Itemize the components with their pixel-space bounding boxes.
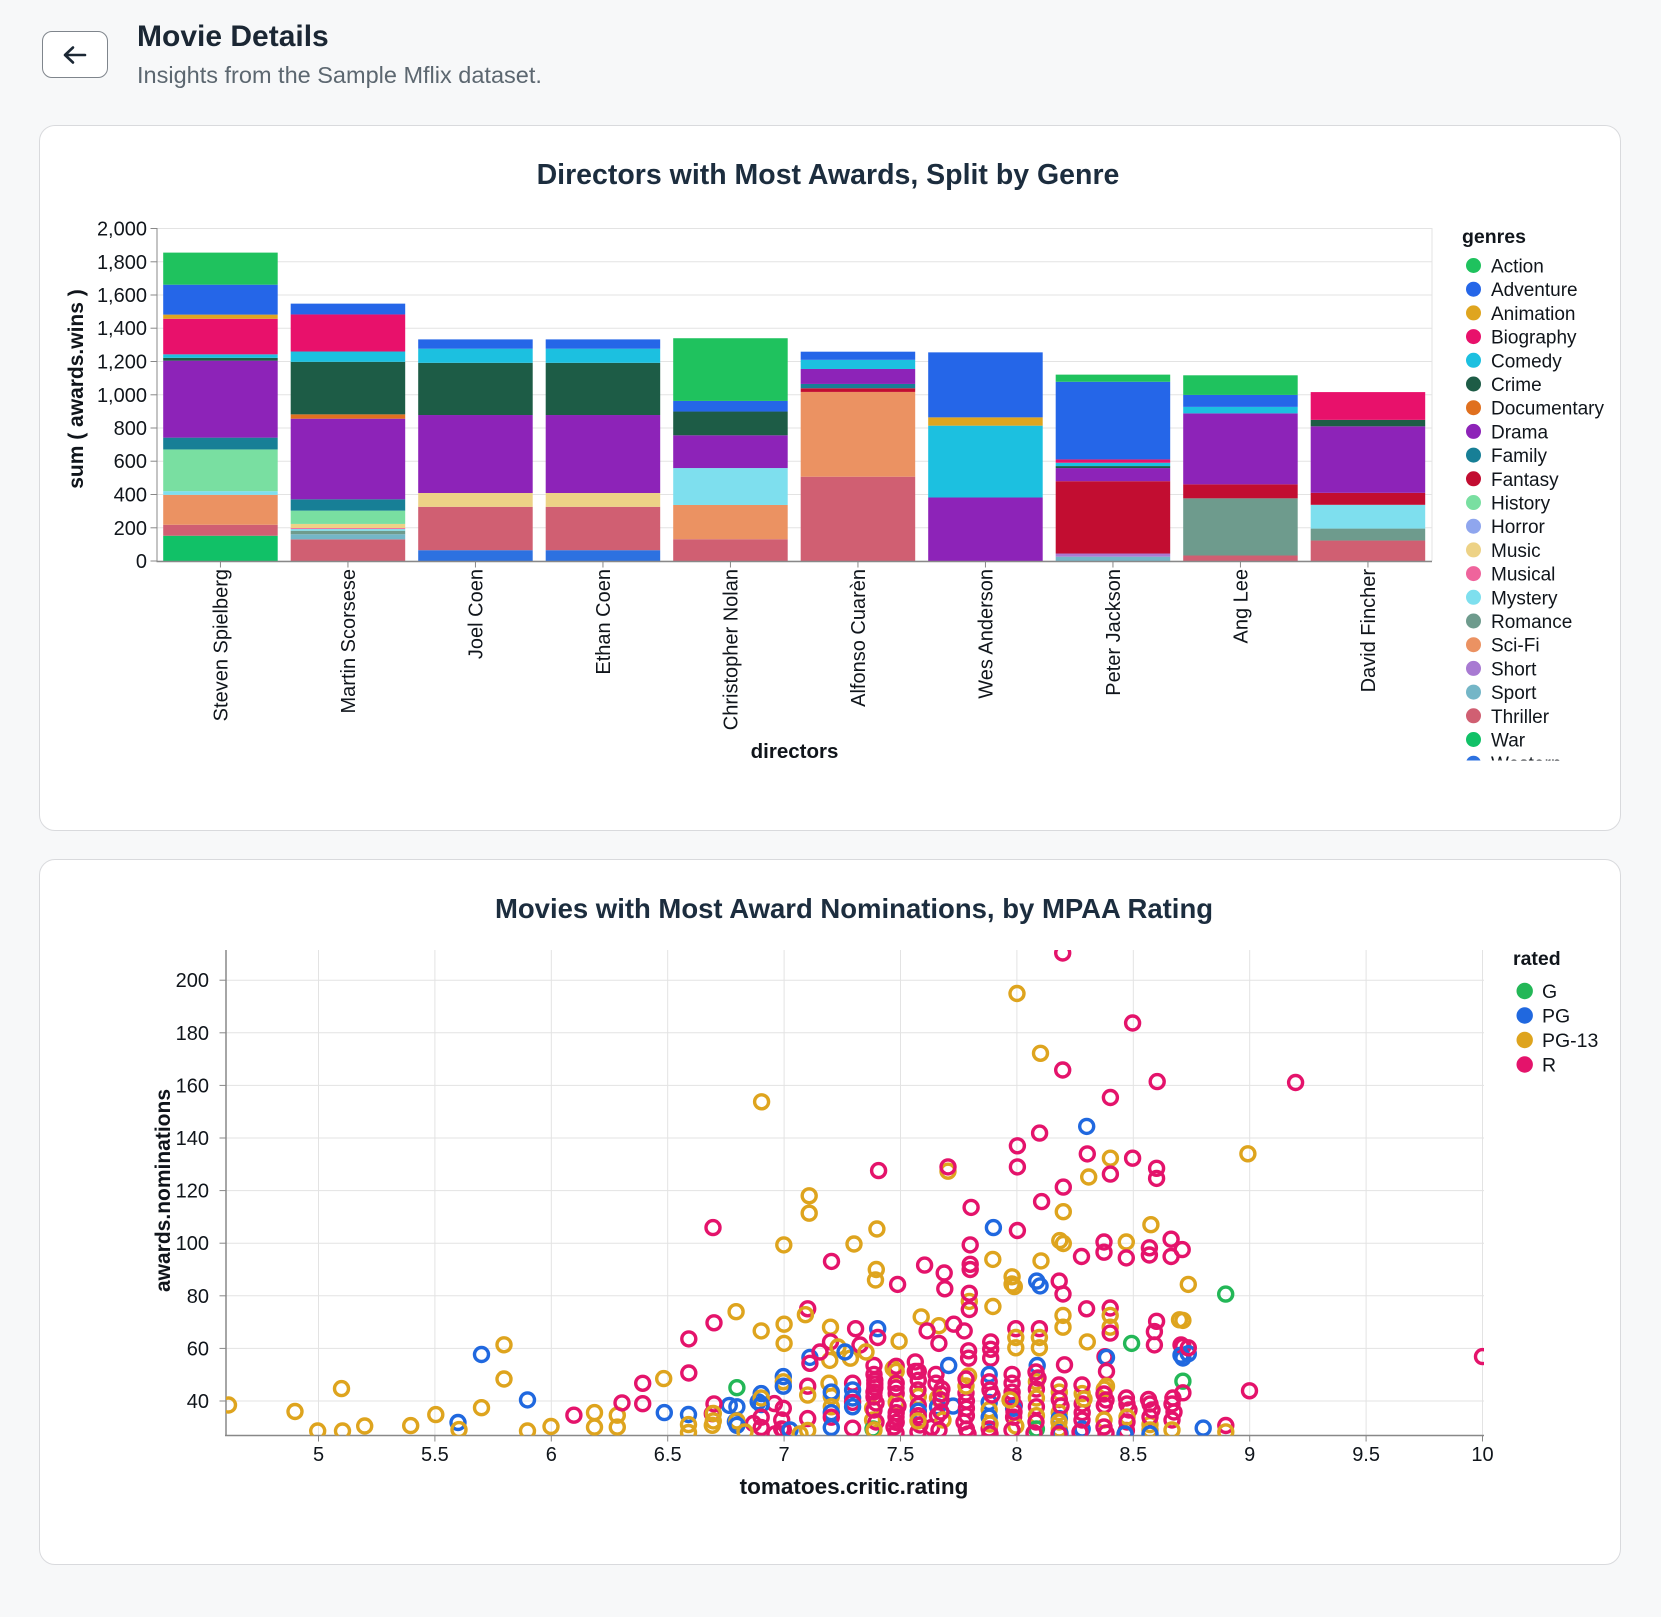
svg-text:History: History bbox=[1491, 494, 1551, 515]
svg-text:5.5: 5.5 bbox=[421, 1444, 449, 1466]
svg-text:Ang Lee: Ang Lee bbox=[1230, 569, 1252, 644]
svg-text:Animation: Animation bbox=[1491, 304, 1576, 325]
svg-text:Crime: Crime bbox=[1491, 375, 1542, 396]
svg-text:Drama: Drama bbox=[1491, 422, 1548, 443]
svg-text:180: 180 bbox=[176, 1023, 209, 1045]
svg-text:awards.nominations: awards.nominations bbox=[152, 1089, 175, 1292]
svg-text:Alfonso Cuarèn: Alfonso Cuarèn bbox=[848, 569, 870, 707]
svg-text:Ethan Coen: Ethan Coen bbox=[593, 569, 615, 675]
svg-text:Mystery: Mystery bbox=[1491, 588, 1558, 609]
svg-text:Steven Spielberg: Steven Spielberg bbox=[210, 569, 232, 721]
svg-text:Family: Family bbox=[1491, 446, 1547, 467]
svg-text:Action: Action bbox=[1491, 257, 1544, 278]
svg-text:200: 200 bbox=[176, 970, 209, 992]
svg-text:40: 40 bbox=[187, 1391, 209, 1413]
svg-text:PG: PG bbox=[1542, 1006, 1570, 1028]
svg-text:sum ( awards.wins ): sum ( awards.wins ) bbox=[65, 289, 88, 489]
svg-text:Wes Anderson: Wes Anderson bbox=[975, 569, 997, 699]
svg-text:1,800: 1,800 bbox=[97, 252, 147, 274]
svg-text:6: 6 bbox=[546, 1444, 557, 1466]
svg-text:R: R bbox=[1542, 1055, 1556, 1077]
svg-text:directors: directors bbox=[751, 740, 839, 763]
svg-text:tomatoes.critic.rating: tomatoes.critic.rating bbox=[740, 1474, 969, 1499]
svg-text:PG-13: PG-13 bbox=[1542, 1030, 1598, 1052]
svg-text:David Fincher: David Fincher bbox=[1358, 569, 1380, 693]
svg-text:8.5: 8.5 bbox=[1119, 1444, 1147, 1466]
svg-text:200: 200 bbox=[114, 518, 147, 540]
svg-text:140: 140 bbox=[176, 1128, 209, 1150]
svg-text:Horror: Horror bbox=[1491, 517, 1546, 538]
svg-text:80: 80 bbox=[187, 1286, 209, 1308]
svg-text:Adventure: Adventure bbox=[1491, 280, 1578, 301]
svg-text:1,200: 1,200 bbox=[97, 352, 147, 374]
svg-text:400: 400 bbox=[114, 485, 147, 507]
svg-text:7: 7 bbox=[779, 1444, 790, 1466]
svg-text:1,000: 1,000 bbox=[97, 385, 147, 407]
svg-text:War: War bbox=[1491, 731, 1526, 752]
svg-text:rated: rated bbox=[1513, 948, 1561, 970]
svg-text:100: 100 bbox=[176, 1233, 209, 1255]
svg-text:1,400: 1,400 bbox=[97, 318, 147, 340]
svg-text:9: 9 bbox=[1244, 1444, 1255, 1466]
svg-text:genres: genres bbox=[1462, 226, 1526, 248]
svg-text:Directors with Most Awards, Sp: Directors with Most Awards, Split by Gen… bbox=[537, 159, 1120, 191]
svg-text:Comedy: Comedy bbox=[1491, 351, 1562, 372]
svg-text:Western: Western bbox=[1491, 754, 1561, 775]
svg-text:Documentary: Documentary bbox=[1491, 399, 1604, 420]
svg-text:9.5: 9.5 bbox=[1352, 1444, 1380, 1466]
svg-text:Sport: Sport bbox=[1491, 683, 1537, 704]
svg-text:Thriller: Thriller bbox=[1491, 707, 1550, 728]
svg-text:120: 120 bbox=[176, 1181, 209, 1203]
svg-text:60: 60 bbox=[187, 1338, 209, 1360]
svg-text:Martin Scorsese: Martin Scorsese bbox=[338, 569, 360, 714]
svg-text:Joel Coen: Joel Coen bbox=[465, 569, 487, 659]
svg-text:8: 8 bbox=[1011, 1444, 1022, 1466]
svg-text:Romance: Romance bbox=[1491, 612, 1572, 633]
svg-text:Biography: Biography bbox=[1491, 328, 1577, 349]
svg-text:1,600: 1,600 bbox=[97, 285, 147, 307]
svg-text:Movies with Most Award Nominat: Movies with Most Award Nominations, by M… bbox=[495, 893, 1213, 924]
svg-text:Peter Jackson: Peter Jackson bbox=[1103, 569, 1125, 696]
svg-text:0: 0 bbox=[136, 551, 147, 573]
svg-text:800: 800 bbox=[114, 418, 147, 440]
svg-text:10: 10 bbox=[1471, 1444, 1493, 1466]
svg-text:2,000: 2,000 bbox=[97, 219, 147, 241]
svg-text:5: 5 bbox=[313, 1444, 324, 1466]
svg-text:Fantasy: Fantasy bbox=[1491, 470, 1559, 491]
svg-text:Musical: Musical bbox=[1491, 565, 1555, 586]
svg-text:Short: Short bbox=[1491, 659, 1537, 680]
svg-text:Music: Music bbox=[1491, 541, 1541, 562]
svg-text:600: 600 bbox=[114, 451, 147, 473]
svg-text:G: G bbox=[1542, 981, 1557, 1003]
svg-text:160: 160 bbox=[176, 1075, 209, 1097]
svg-text:Sci-Fi: Sci-Fi bbox=[1491, 636, 1540, 657]
svg-text:Christopher Nolan: Christopher Nolan bbox=[720, 569, 742, 730]
svg-text:6.5: 6.5 bbox=[654, 1444, 682, 1466]
svg-text:7.5: 7.5 bbox=[887, 1444, 915, 1466]
